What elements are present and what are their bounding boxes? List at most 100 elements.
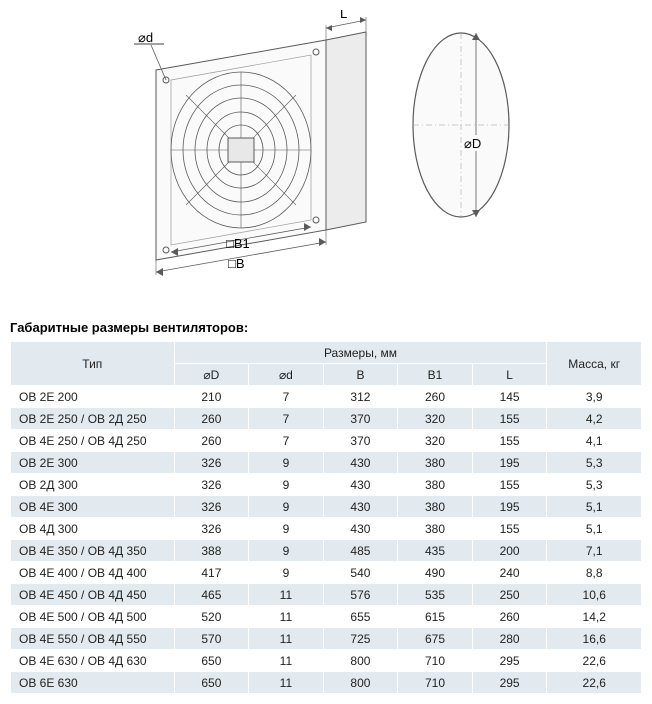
cell-value: 370 — [323, 408, 398, 430]
cell-value: 9 — [249, 474, 324, 496]
label-L: L — [340, 10, 347, 21]
label-B: □B — [228, 256, 245, 271]
cell-value: 570 — [174, 628, 249, 650]
cell-value: 5,1 — [547, 496, 642, 518]
cell-value: 7 — [249, 386, 324, 408]
cell-value: 430 — [323, 518, 398, 540]
cell-value: 200 — [472, 540, 547, 562]
cell-value: 16,6 — [547, 628, 642, 650]
cell-value: 4,1 — [547, 430, 642, 452]
table-body: ОВ 2Е 20021073122601453,9ОВ 2Е 250 / ОВ … — [11, 386, 642, 694]
cell-type: ОВ 4Е 550 / ОВ 4Д 550 — [11, 628, 175, 650]
cell-value: 3,9 — [547, 386, 642, 408]
technical-diagram: ⌀d L □B1 □B — [10, 10, 642, 290]
cell-value: 380 — [398, 496, 473, 518]
cell-value: 295 — [472, 650, 547, 672]
cell-value: 540 — [323, 562, 398, 584]
th-type: Тип — [11, 342, 175, 386]
cell-value: 7 — [249, 430, 324, 452]
cell-value: 11 — [249, 672, 324, 694]
cell-value: 260 — [174, 408, 249, 430]
cell-value: 295 — [472, 672, 547, 694]
table-row: ОВ 4Д 30032694303801555,1 — [11, 518, 642, 540]
cell-value: 11 — [249, 628, 324, 650]
cell-value: 260 — [174, 430, 249, 452]
cell-value: 312 — [323, 386, 398, 408]
cell-value: 417 — [174, 562, 249, 584]
table-row: ОВ 4Е 250 / ОВ 4Д 25026073703201554,1 — [11, 430, 642, 452]
table-row: ОВ 2Е 20021073122601453,9 — [11, 386, 642, 408]
cell-type: ОВ 2Е 200 — [11, 386, 175, 408]
cell-value: 320 — [398, 408, 473, 430]
cell-value: 380 — [398, 518, 473, 540]
label-B1: □B1 — [226, 236, 250, 251]
cell-value: 380 — [398, 452, 473, 474]
cell-value: 7 — [249, 408, 324, 430]
cell-value: 9 — [249, 518, 324, 540]
cell-value: 710 — [398, 672, 473, 694]
cell-value: 435 — [398, 540, 473, 562]
cell-type: ОВ 4Е 350 / ОВ 4Д 350 — [11, 540, 175, 562]
cell-value: 5,3 — [547, 474, 642, 496]
th-mass: Масса, кг — [547, 342, 642, 386]
cell-value: 655 — [323, 606, 398, 628]
cell-value: 260 — [472, 606, 547, 628]
cell-value: 800 — [323, 650, 398, 672]
table-row: ОВ 2Д 30032694303801555,3 — [11, 474, 642, 496]
cell-type: ОВ 4Д 300 — [11, 518, 175, 540]
cell-value: 11 — [249, 606, 324, 628]
cell-value: 155 — [472, 408, 547, 430]
cell-value: 388 — [174, 540, 249, 562]
cell-value: 5,1 — [547, 518, 642, 540]
cell-value: 8,8 — [547, 562, 642, 584]
cell-type: ОВ 4Е 500 / ОВ 4Д 500 — [11, 606, 175, 628]
table-row: ОВ 4Е 500 / ОВ 4Д 5005201165561526014,2 — [11, 606, 642, 628]
cell-value: 650 — [174, 672, 249, 694]
cell-value: 326 — [174, 474, 249, 496]
cell-type: ОВ 2Е 300 — [11, 452, 175, 474]
cell-value: 485 — [323, 540, 398, 562]
table-row: ОВ 2Е 30032694303801955,3 — [11, 452, 642, 474]
table-row: ОВ 4Е 400 / ОВ 4Д 40041795404902408,8 — [11, 562, 642, 584]
cell-value: 9 — [249, 540, 324, 562]
cell-value: 710 — [398, 650, 473, 672]
cell-value: 195 — [472, 496, 547, 518]
th-B1: B1 — [398, 364, 473, 386]
cell-type: ОВ 2Д 300 — [11, 474, 175, 496]
cell-value: 430 — [323, 474, 398, 496]
cell-value: 155 — [472, 474, 547, 496]
cell-value: 430 — [323, 496, 398, 518]
cell-value: 145 — [472, 386, 547, 408]
cell-value: 675 — [398, 628, 473, 650]
label-d: ⌀d — [138, 30, 153, 45]
cell-value: 11 — [249, 650, 324, 672]
table-row: ОВ 4Е 630 / ОВ 4Д 6306501180071029522,6 — [11, 650, 642, 672]
cell-value: 22,6 — [547, 672, 642, 694]
cell-value: 615 — [398, 606, 473, 628]
cell-value: 320 — [398, 430, 473, 452]
cell-value: 800 — [323, 672, 398, 694]
table-row: ОВ 4Е 30032694303801955,1 — [11, 496, 642, 518]
cell-type: ОВ 6Е 630 — [11, 672, 175, 694]
cell-value: 10,6 — [547, 584, 642, 606]
cell-value: 195 — [472, 452, 547, 474]
cell-value: 9 — [249, 496, 324, 518]
cell-value: 11 — [249, 584, 324, 606]
th-L: L — [472, 364, 547, 386]
cell-type: ОВ 4Е 630 / ОВ 4Д 630 — [11, 650, 175, 672]
cell-value: 250 — [472, 584, 547, 606]
label-D: ⌀D — [464, 136, 481, 151]
cell-type: ОВ 4Е 250 / ОВ 4Д 250 — [11, 430, 175, 452]
cell-type: ОВ 4Е 400 / ОВ 4Д 400 — [11, 562, 175, 584]
cell-value: 9 — [249, 452, 324, 474]
cell-value: 465 — [174, 584, 249, 606]
cell-type: ОВ 2Е 250 / ОВ 2Д 250 — [11, 408, 175, 430]
cell-value: 725 — [323, 628, 398, 650]
th-d: ⌀d — [249, 364, 324, 386]
cell-value: 14,2 — [547, 606, 642, 628]
table-row: ОВ 2Е 250 / ОВ 2Д 25026073703201554,2 — [11, 408, 642, 430]
cell-type: ОВ 4Е 300 — [11, 496, 175, 518]
cell-value: 5,3 — [547, 452, 642, 474]
cell-value: 535 — [398, 584, 473, 606]
cell-value: 7,1 — [547, 540, 642, 562]
